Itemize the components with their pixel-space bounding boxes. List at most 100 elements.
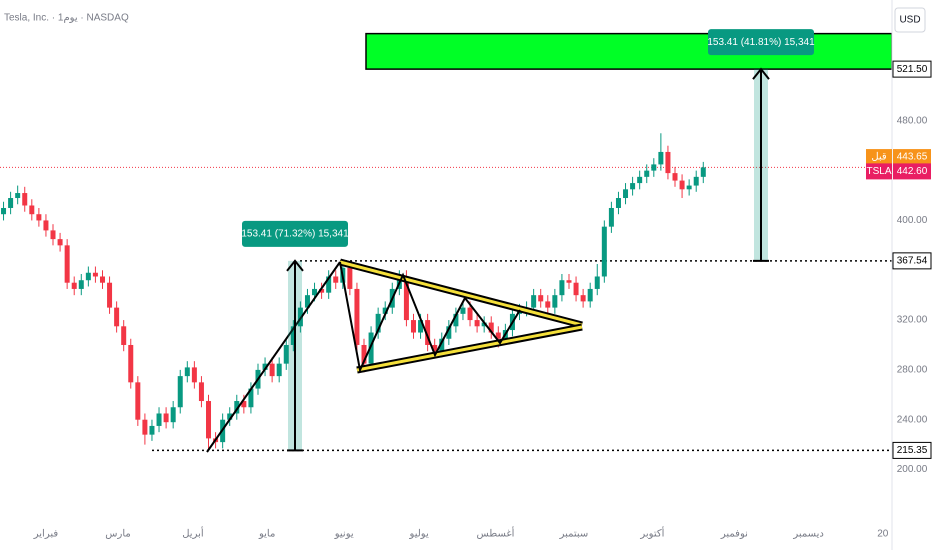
y-tick-label: 280.00 xyxy=(897,365,928,376)
candle-body xyxy=(361,344,367,364)
candle-body xyxy=(206,401,212,439)
chart-title: Tesla, Inc. · 1يوم · NASDAQ xyxy=(4,13,129,24)
candle-body xyxy=(283,344,289,364)
currency[interactable]: USD xyxy=(899,15,920,26)
drawings: 153.41 (71.32%) 15,341 153.41 (41.81%) 15… xyxy=(206,29,815,453)
level-label: 215.35 xyxy=(897,445,928,456)
candle-body xyxy=(679,180,685,190)
candle-body xyxy=(368,332,374,364)
price-tag-name: TSLA xyxy=(866,166,891,177)
measure-label: 153.41 (71.32%) 15,341 xyxy=(241,229,349,240)
candle-body xyxy=(467,307,473,321)
candle-body xyxy=(615,198,621,208)
candle-body xyxy=(319,288,325,293)
candle-body xyxy=(601,226,607,277)
price-tag-bg xyxy=(893,149,931,166)
candle-body xyxy=(114,307,120,327)
candle-body xyxy=(99,276,105,283)
candle-body xyxy=(559,280,565,296)
x-tick-label: أبريل xyxy=(182,527,204,540)
candle-body xyxy=(29,205,35,215)
candle-body xyxy=(234,401,240,414)
candle-body xyxy=(191,367,197,383)
candle-body xyxy=(651,164,657,171)
candle-body xyxy=(573,282,579,296)
candle-body xyxy=(22,193,28,206)
candle-body xyxy=(71,282,77,289)
level-label: 521.50 xyxy=(897,64,928,75)
candle-body xyxy=(453,313,459,327)
candle-body xyxy=(177,376,183,408)
candle-body xyxy=(156,413,162,426)
candle-body xyxy=(410,320,416,333)
price-tag-label: 442.60 xyxy=(897,166,928,177)
candle-body xyxy=(43,220,49,231)
candle-body xyxy=(446,326,452,339)
candle-body xyxy=(580,295,586,302)
x-tick-label: مارس xyxy=(105,529,130,540)
candle-body xyxy=(128,344,134,383)
x-tick-label: نوفمبر xyxy=(720,529,748,540)
x-tick-label: يونيو xyxy=(334,529,354,540)
candle-body xyxy=(644,170,650,177)
candle-body xyxy=(538,295,544,302)
y-tick-label: 240.00 xyxy=(897,414,928,425)
candle-body xyxy=(375,313,381,333)
candle-body xyxy=(312,288,318,296)
candle-body xyxy=(403,276,409,321)
candle-body xyxy=(488,322,494,333)
y-tick-label: 320.00 xyxy=(897,315,928,326)
candle-body xyxy=(248,388,254,408)
candle-body xyxy=(290,326,296,345)
candle-body xyxy=(658,151,664,165)
candle-body xyxy=(135,382,141,420)
x-tick-label: أغسطس xyxy=(477,527,515,540)
candle-body xyxy=(623,189,629,199)
candle-body xyxy=(552,295,558,308)
level-tag xyxy=(892,441,932,459)
candle-body xyxy=(460,307,466,314)
price-tag-name-bg xyxy=(866,149,892,166)
candle-body xyxy=(672,173,678,181)
candle-body xyxy=(347,267,353,289)
currency-button[interactable] xyxy=(894,7,926,33)
candle-body xyxy=(425,320,431,345)
measure-box xyxy=(708,29,814,56)
candle-body xyxy=(85,272,91,281)
candle-body xyxy=(121,326,127,345)
candle-body xyxy=(354,288,360,345)
candle-body xyxy=(276,363,282,377)
candle-body xyxy=(693,176,699,186)
candle-body xyxy=(700,167,706,177)
candle-body xyxy=(439,338,445,352)
candle-body xyxy=(637,176,643,184)
candle-body xyxy=(50,230,56,240)
candle-body xyxy=(262,363,268,370)
candle-body xyxy=(198,382,204,402)
candle-body xyxy=(686,185,692,190)
candle-body xyxy=(36,214,42,221)
candle-body xyxy=(304,295,310,308)
candle-body xyxy=(57,239,63,246)
candle-body xyxy=(269,363,275,377)
candle-body xyxy=(227,413,233,420)
candle-body xyxy=(630,183,636,190)
trend-line xyxy=(206,261,341,453)
x-tick-label: مايو xyxy=(258,529,275,540)
y-tick-label: 400.00 xyxy=(897,215,928,226)
candle-body xyxy=(382,307,388,314)
arrow-head xyxy=(286,259,304,272)
triangle-edge xyxy=(339,260,583,327)
measure-label: 153.41 (41.81%) 15,341 xyxy=(707,37,815,48)
measure-box xyxy=(242,220,348,247)
triangle-edge xyxy=(356,325,583,372)
candle-body xyxy=(608,207,614,227)
level-tag xyxy=(892,252,932,270)
price-tag-bg xyxy=(893,163,931,180)
price-tag-name: قبل xyxy=(871,152,887,163)
candle-body xyxy=(78,280,84,289)
x-tick-label: يوليو xyxy=(409,529,429,540)
candle-body xyxy=(481,322,487,327)
